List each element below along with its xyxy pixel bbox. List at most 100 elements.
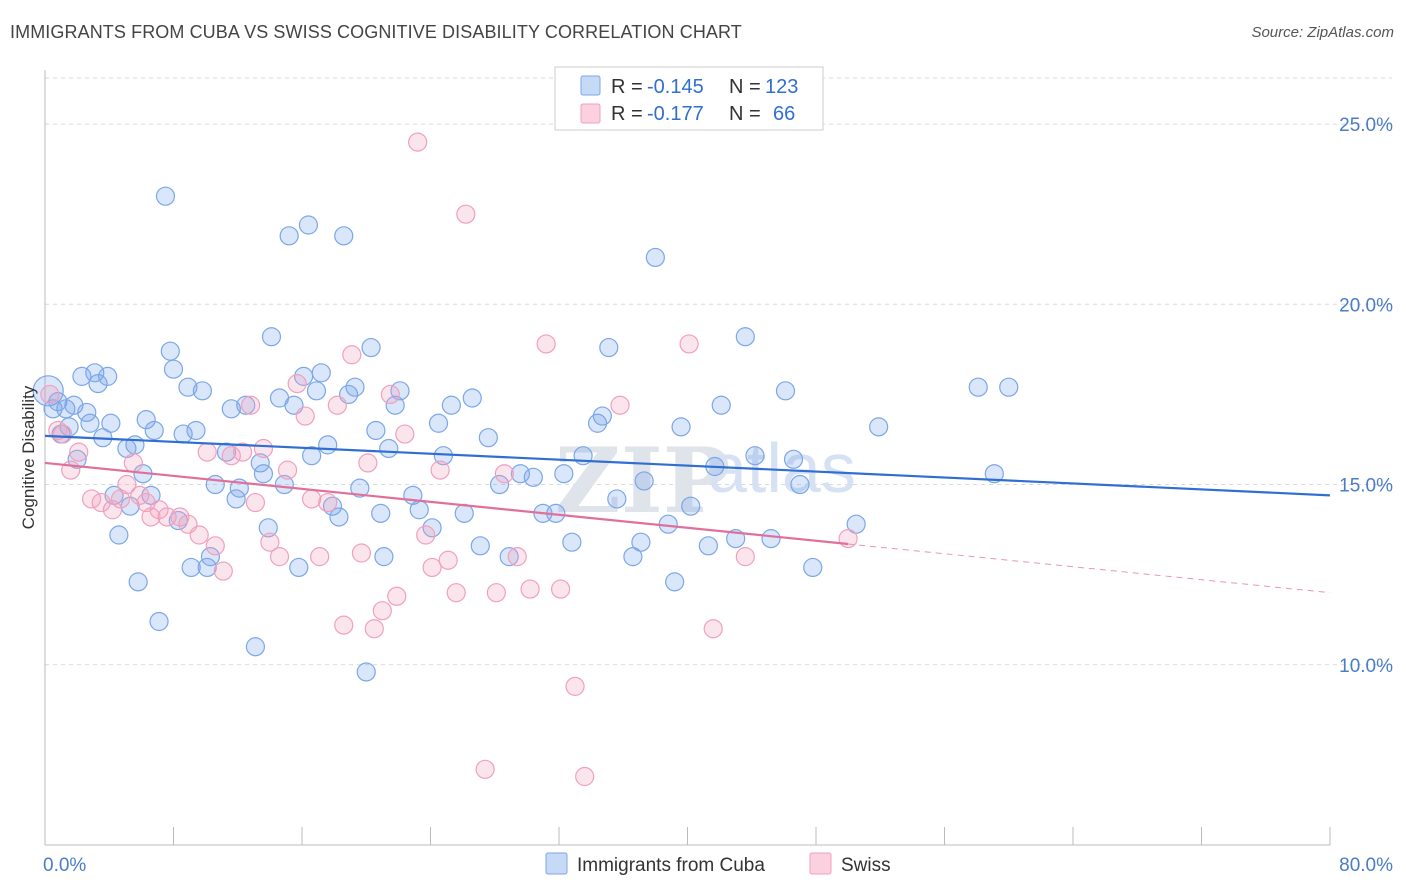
cuba-point xyxy=(48,392,68,412)
swiss-point xyxy=(838,529,858,549)
series-swiss-points xyxy=(40,132,858,787)
swiss-point xyxy=(189,525,209,545)
cuba-point xyxy=(999,377,1019,397)
cuba-point xyxy=(379,438,399,459)
y-tick-label-2: 20.0% xyxy=(1339,295,1393,316)
cuba-point xyxy=(422,518,442,538)
cuba-point xyxy=(205,474,225,495)
swiss-point xyxy=(130,485,150,505)
cuba-point xyxy=(869,417,889,437)
cuba-point xyxy=(634,471,654,491)
swiss-point xyxy=(456,204,476,224)
grid-lines xyxy=(45,77,1392,666)
bottom-legend: Immigrants from Cuba Swiss xyxy=(545,852,891,876)
legend-r-label-swiss: R = xyxy=(611,103,643,125)
swiss-point xyxy=(123,453,143,473)
cuba-point xyxy=(109,525,129,545)
axes xyxy=(44,70,1331,846)
watermark: ZIP atlas xyxy=(555,428,856,534)
swiss-point xyxy=(430,460,450,480)
x-tick-label-0: 0.0% xyxy=(43,855,86,876)
cuba-point xyxy=(623,547,643,567)
trend-line-swiss-extension xyxy=(848,543,1331,594)
swiss-point xyxy=(507,547,527,567)
cuba-point xyxy=(136,410,156,430)
swiss-point xyxy=(170,507,190,527)
swiss-point xyxy=(269,547,290,567)
legend-n-value-swiss: 66 xyxy=(773,103,795,125)
cuba-point xyxy=(253,464,274,484)
cuba-point xyxy=(85,363,105,383)
swiss-point xyxy=(149,500,169,520)
swiss-point xyxy=(260,532,280,552)
cuba-point xyxy=(592,406,612,426)
swiss-point xyxy=(241,395,261,415)
cuba-point xyxy=(428,413,449,433)
cuba-point xyxy=(523,467,543,487)
cuba-point xyxy=(385,395,405,415)
cuba-point xyxy=(149,611,169,632)
cuba-point xyxy=(968,377,988,397)
cuba-point xyxy=(562,532,582,552)
swiss-point xyxy=(395,424,415,444)
swiss-point xyxy=(53,424,73,444)
bottom-legend-swatch-swiss xyxy=(809,852,832,875)
cuba-point xyxy=(258,518,278,538)
swiss-point xyxy=(703,619,723,639)
swiss-point xyxy=(141,507,161,527)
swiss-point xyxy=(245,492,266,513)
swiss-point xyxy=(213,561,233,581)
cuba-point xyxy=(261,327,282,347)
swiss-point xyxy=(351,543,372,563)
swiss-point xyxy=(422,557,442,578)
legend-n-label-cuba: N = xyxy=(729,76,761,98)
swiss-point xyxy=(536,334,556,354)
cuba-point xyxy=(318,435,338,455)
cuba-point xyxy=(350,478,370,498)
cuba-point xyxy=(775,381,796,401)
cuba-point xyxy=(645,247,665,268)
cuba-point xyxy=(226,489,246,509)
legend-r-label-cuba: R = xyxy=(611,76,643,98)
cuba-point xyxy=(77,402,97,423)
cuba-point xyxy=(88,374,108,394)
cuba-point xyxy=(302,446,322,466)
cuba-point xyxy=(221,399,241,419)
swiss-point xyxy=(253,438,274,459)
legend-n-label-swiss: N = xyxy=(729,103,761,125)
swiss-point xyxy=(679,334,699,354)
legend-swatch-cuba xyxy=(580,75,601,96)
cuba-point xyxy=(236,395,256,415)
cuba-point xyxy=(279,226,299,246)
cuba-point xyxy=(554,464,574,484)
swiss-point xyxy=(295,406,315,426)
cuba-point xyxy=(334,226,354,246)
cuba-point xyxy=(409,500,429,520)
legend-n-value-cuba: 123 xyxy=(765,76,798,98)
cuba-point xyxy=(306,381,327,401)
cuba-point xyxy=(790,474,810,495)
cuba-point xyxy=(735,327,755,347)
swiss-point xyxy=(117,474,137,495)
trend-line-cuba xyxy=(44,434,1331,497)
cuba-point xyxy=(98,366,118,386)
cuba-point xyxy=(783,449,804,469)
cuba-point xyxy=(441,395,461,415)
cuba-point xyxy=(681,496,701,516)
swiss-point xyxy=(327,395,347,415)
cuba-point xyxy=(59,417,79,437)
cuba-point xyxy=(631,532,651,552)
swiss-point xyxy=(486,583,506,603)
swiss-point xyxy=(438,550,458,570)
x-tick-label-1: 80.0% xyxy=(1339,855,1393,876)
cuba-point xyxy=(984,464,1004,484)
cuba-point xyxy=(125,435,145,455)
cuba-point xyxy=(186,420,206,441)
cuba-point xyxy=(361,337,381,358)
swiss-point xyxy=(446,583,466,603)
swiss-point xyxy=(475,759,495,779)
swiss-point xyxy=(221,446,241,466)
y-tick-label-1: 15.0% xyxy=(1339,476,1393,497)
cuba-point xyxy=(607,489,627,509)
swiss-point xyxy=(232,442,253,462)
